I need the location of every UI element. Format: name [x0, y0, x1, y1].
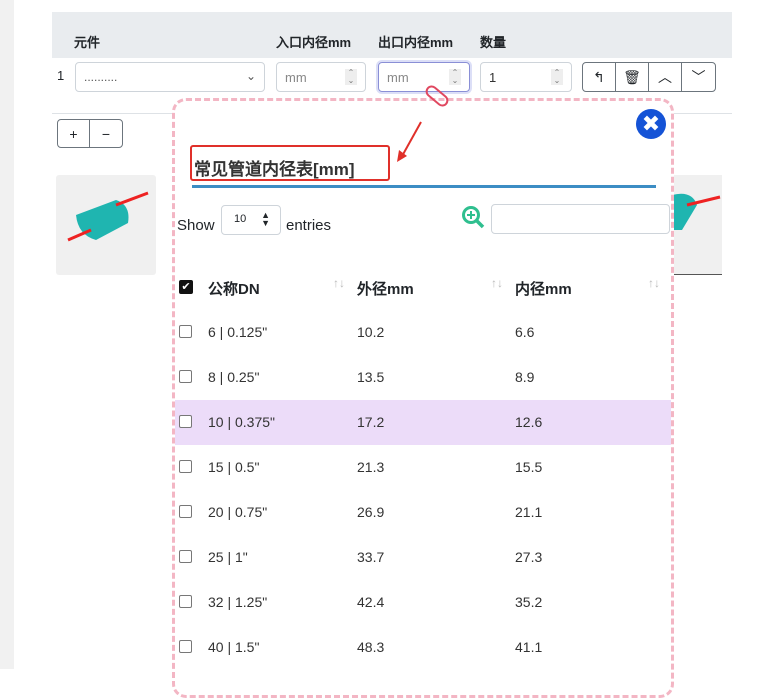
table-row[interactable]: 25 | 1" 33.7 27.3: [175, 535, 671, 580]
table-row[interactable]: 10 | 0.375" 17.2 12.6: [175, 400, 671, 445]
cell-id: 15.5: [515, 459, 543, 475]
row-checkbox[interactable]: [179, 505, 192, 518]
row-checkbox[interactable]: [179, 370, 192, 383]
cell-od: 13.5: [357, 369, 385, 385]
col-dn[interactable]: 公称DN: [208, 281, 260, 298]
row-checkbox[interactable]: [179, 550, 192, 563]
cell-od: 17.2: [357, 414, 385, 430]
outlet-input[interactable]: mm ⌃ ⌄: [378, 62, 470, 92]
entries-value: 10: [234, 213, 247, 225]
row-checkbox[interactable]: [179, 595, 192, 608]
delete-button[interactable]: 🗑: [616, 63, 649, 91]
sort-updown-icon: ▲ ▼: [261, 210, 270, 228]
row-index: 1: [57, 68, 65, 83]
search-zoom-icon: [462, 206, 485, 229]
cell-od: 26.9: [357, 504, 385, 520]
spinner-icon[interactable]: ⌃ ⌄: [449, 69, 461, 85]
table-row[interactable]: 40 | 1.5" 48.3 41.1: [175, 625, 671, 670]
add-row-button[interactable]: +: [58, 120, 90, 147]
chevron-down-icon: ⌄: [245, 69, 256, 83]
cell-dn: 15 | 0.5": [208, 459, 260, 475]
cell-dn: 20 | 0.75": [208, 504, 268, 520]
spinner-icon[interactable]: ⌃ ⌄: [345, 69, 357, 85]
cell-dn: 40 | 1.5": [208, 639, 260, 655]
cell-od: 48.3: [357, 639, 385, 655]
col-od[interactable]: 外径mm: [357, 281, 414, 298]
reducer-icon: [67, 191, 149, 242]
add-remove-group: + −: [57, 119, 123, 148]
cell-od: 21.3: [357, 459, 385, 475]
reducer-icon: [672, 193, 721, 230]
qty-input[interactable]: 1 ⌃ ⌄: [480, 62, 572, 92]
outlet-placeholder: mm: [387, 70, 409, 85]
table-row[interactable]: 6 | 0.125" 10.2 6.6: [175, 310, 671, 355]
sort-icon[interactable]: ↑↓: [333, 276, 345, 290]
header-outlet: 出口内径mm: [378, 35, 454, 50]
cell-dn: 8 | 0.25": [208, 369, 260, 385]
cell-id: 8.9: [515, 369, 535, 385]
col-id[interactable]: 内径mm: [515, 281, 572, 298]
cell-od: 42.4: [357, 594, 385, 610]
cell-od: 10.2: [357, 324, 385, 340]
cell-id: 21.1: [515, 504, 543, 520]
page-gutter: [0, 0, 14, 669]
sort-icon[interactable]: ↑↓: [648, 276, 660, 290]
search-input[interactable]: [491, 204, 670, 234]
pipe-table-modal: [172, 98, 674, 698]
arrow-annotation: [397, 121, 422, 162]
cell-od: 33.7: [357, 549, 385, 565]
component-image-2[interactable]: [672, 175, 722, 275]
cell-dn: 10 | 0.375": [208, 414, 275, 430]
modal-title: 常见管道内径表[mm]: [190, 145, 390, 181]
move-down-button[interactable]: ﹀: [691, 69, 706, 85]
cell-id: 27.3: [515, 549, 543, 565]
row-checkbox[interactable]: [179, 325, 192, 338]
table-row[interactable]: 15 | 0.5" 21.3 15.5: [175, 445, 671, 490]
table-row[interactable]: 20 | 0.75" 26.9 21.1: [175, 490, 671, 535]
cell-dn: 6 | 0.125": [208, 324, 268, 340]
inlet-placeholder: mm: [285, 70, 307, 85]
sort-icon[interactable]: ↑↓: [491, 276, 503, 290]
cell-id: 12.6: [515, 414, 543, 430]
move-up-button[interactable]: ︿: [649, 63, 682, 91]
spinner-icon[interactable]: ⌃ ⌄: [551, 69, 563, 85]
undo-button[interactable]: ↰: [583, 63, 616, 91]
title-underline: [192, 185, 656, 188]
entries-select[interactable]: 10 ▲ ▼: [221, 205, 281, 235]
close-button[interactable]: ✖: [636, 109, 666, 139]
component-select[interactable]: .......... ⌄: [75, 62, 265, 92]
show-label: Show: [177, 217, 215, 234]
header-qty: 数量: [480, 35, 507, 50]
cell-id: 35.2: [515, 594, 543, 610]
select-all-checkbox[interactable]: ✔: [179, 280, 193, 294]
remove-row-button[interactable]: −: [101, 125, 111, 142]
qty-value: 1: [489, 70, 497, 85]
component-image[interactable]: [56, 175, 156, 275]
table-row[interactable]: 32 | 1.25" 42.4 35.2: [175, 580, 671, 625]
header-inlet: 入口内径mm: [276, 35, 352, 50]
cell-dn: 32 | 1.25": [208, 594, 268, 610]
row-checkbox[interactable]: [179, 415, 192, 428]
table-row[interactable]: 8 | 0.25" 13.5 8.9: [175, 355, 671, 400]
row-actions: ↰ 🗑 ︿ ﹀: [582, 62, 716, 92]
row-checkbox[interactable]: [179, 460, 192, 473]
cell-id: 41.1: [515, 639, 543, 655]
table-header: 元件 入口内径mm 出口内径mm 数量: [52, 12, 732, 58]
cell-id: 6.6: [515, 324, 535, 340]
header-component: 元件: [74, 35, 101, 50]
row-checkbox[interactable]: [179, 640, 192, 653]
inlet-input[interactable]: mm ⌃ ⌄: [276, 62, 366, 92]
component-value: ..........: [84, 70, 118, 84]
entries-label: entries: [286, 217, 332, 234]
cell-dn: 25 | 1": [208, 549, 248, 565]
